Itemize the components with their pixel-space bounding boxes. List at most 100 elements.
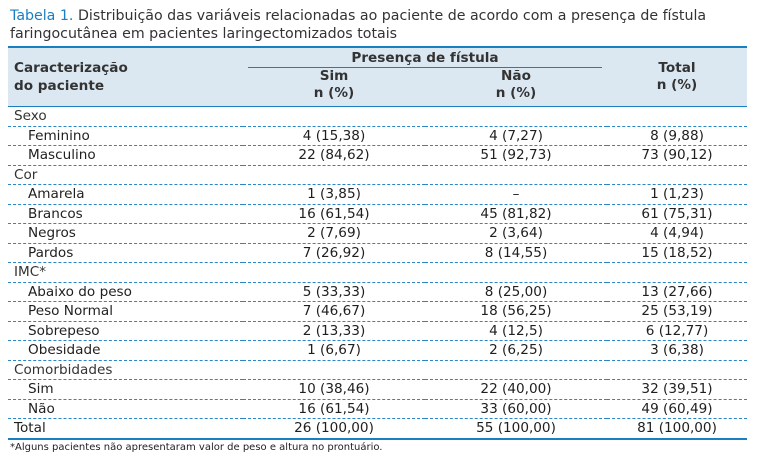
cell-nao: 18 (56,25) xyxy=(425,301,607,322)
row-label: Sexo xyxy=(8,106,243,127)
row-label: Sobrepeso xyxy=(8,321,243,341)
header-nao-line2: n (%) xyxy=(495,85,537,101)
header-total-line1: Total xyxy=(658,60,696,76)
cell-sim: 1 (3,85) xyxy=(243,184,425,205)
cell-sim: 16 (61,54) xyxy=(243,399,425,419)
caption-label: Tabela 1. xyxy=(10,8,74,24)
cell-sim: 7 (46,67) xyxy=(243,301,425,322)
row-label: Obesidade xyxy=(8,340,243,361)
cell-total xyxy=(607,360,747,380)
table-row: Feminino 4 (15,38) 4 (7,27) 8 (9,88) xyxy=(8,126,747,146)
table-row: Pardos 7 (26,92) 8 (14,55) 15 (18,52) xyxy=(8,243,747,263)
cell-nao: 33 (60,00) xyxy=(425,399,607,419)
cell-sim xyxy=(243,165,425,185)
cell-nao: 22 (40,00) xyxy=(425,379,607,400)
cell-total xyxy=(607,165,747,185)
header-group-fistula: Presença de fístula xyxy=(248,49,602,68)
cell-sim: 22 (84,62) xyxy=(243,145,425,166)
data-table: Caracterização do paciente Presença de f… xyxy=(8,46,747,440)
cell-total: 3 (6,38) xyxy=(607,340,747,361)
cell-sim: 16 (61,54) xyxy=(243,204,425,224)
cell-total xyxy=(607,262,747,283)
cell-total xyxy=(607,106,747,127)
cell-total: 81 (100,00) xyxy=(607,418,747,440)
table-row: Obesidade 1 (6,67) 2 (6,25) 3 (6,38) xyxy=(8,340,747,361)
cell-sim: 2 (13,33) xyxy=(243,321,425,341)
cell-sim xyxy=(243,360,425,380)
cell-total: 15 (18,52) xyxy=(607,243,747,263)
cell-total: 4 (4,94) xyxy=(607,223,747,244)
cell-sim: 10 (38,46) xyxy=(243,379,425,400)
cell-total: 73 (90,12) xyxy=(607,145,747,166)
row-label: Não xyxy=(8,399,243,419)
header-total-line2: n (%) xyxy=(656,77,698,93)
cell-total: 32 (39,51) xyxy=(607,379,747,400)
table-row: Brancos 16 (61,54) 45 (81,82) 61 (75,31) xyxy=(8,204,747,224)
row-label: Cor xyxy=(8,165,243,185)
cell-nao xyxy=(425,360,607,380)
row-label: Negros xyxy=(8,223,243,244)
table-row: Sobrepeso 2 (13,33) 4 (12,5) 6 (12,77) xyxy=(8,321,747,341)
row-label: Sim xyxy=(8,379,243,400)
category-row: Comorbidades xyxy=(8,360,747,380)
table-row: Abaixo do peso 5 (33,33) 8 (25,00) 13 (27,6… xyxy=(8,282,747,302)
header-col0-line2: do paciente xyxy=(14,78,105,94)
cell-nao: 4 (12,5) xyxy=(425,321,607,341)
cell-total: 61 (75,31) xyxy=(607,204,747,224)
table-row: Masculino 22 (84,62) 51 (92,73) 73 (90,12) xyxy=(8,145,747,166)
cell-nao: 8 (14,55) xyxy=(425,243,607,263)
table-row: Negros 2 (7,69) 2 (3,64) 4 (4,94) xyxy=(8,223,747,244)
cell-nao xyxy=(425,106,607,127)
cell-nao: 4 (7,27) xyxy=(425,126,607,146)
cell-nao xyxy=(425,165,607,185)
cell-total: 49 (60,49) xyxy=(607,399,747,419)
cell-total: 25 (53,19) xyxy=(607,301,747,322)
header-col0-line1: Caracterização xyxy=(14,60,128,76)
row-label: Comorbidades xyxy=(8,360,243,380)
cell-nao: 8 (25,00) xyxy=(425,282,607,302)
table-row: Amarela 1 (3,85) –1 (1,23) xyxy=(8,184,747,205)
cell-sim: 1 (6,67) xyxy=(243,340,425,361)
row-label: Feminino xyxy=(8,126,243,146)
cell-sim xyxy=(243,262,425,283)
cell-sim: 5 (33,33) xyxy=(243,282,425,302)
table-body: Sexo Feminino 4 (15,38) 4 (7,27) 8 (9,88) Mas… xyxy=(8,106,747,440)
row-label: Total xyxy=(8,418,243,440)
row-label: Peso Normal xyxy=(8,301,243,322)
cell-nao xyxy=(425,262,607,283)
cell-total: 13 (27,66) xyxy=(607,282,747,302)
row-label: Abaixo do peso xyxy=(8,282,243,302)
table-row: Sim 10 (38,46) 22 (40,00) 32 (39,51) xyxy=(8,379,747,400)
cell-nao: 55 (100,00) xyxy=(425,418,607,440)
table-header: Caracterização do paciente Presença de f… xyxy=(8,47,747,107)
table-row: Não 16 (61,54) 33 (60,00) 49 (60,49) xyxy=(8,399,747,419)
header-total: Total n (%) xyxy=(607,47,747,107)
cell-nao: 51 (92,73) xyxy=(425,145,607,166)
cell-nao: 45 (81,82) xyxy=(425,204,607,224)
cell-sim xyxy=(243,106,425,127)
header-sim: Sim n (%) xyxy=(243,68,425,107)
caption-text: Distribuição das variáveis relacionadas … xyxy=(10,8,707,42)
cell-nao: 2 (6,25) xyxy=(425,340,607,361)
total-row: Total 26 (100,00) 55 (100,00) 81 (100,00) xyxy=(8,418,747,440)
cell-total: 6 (12,77) xyxy=(607,321,747,341)
header-sim-line1: Sim xyxy=(319,68,349,84)
row-label: Pardos xyxy=(8,243,243,263)
header-sim-line2: n (%) xyxy=(313,85,355,101)
category-row: Cor xyxy=(8,165,747,185)
row-label: Brancos xyxy=(8,204,243,224)
cell-sim: 4 (15,38) xyxy=(243,126,425,146)
cell-sim: 26 (100,00) xyxy=(243,418,425,440)
header-characterization: Caracterização do paciente xyxy=(8,47,243,107)
table-caption: Tabela 1. Distribuição das variáveis rel… xyxy=(10,7,750,43)
row-label: Masculino xyxy=(8,145,243,166)
cell-sim: 7 (26,92) xyxy=(243,243,425,263)
table-row: Peso Normal 7 (46,67) 18 (56,25) 25 (53,19) xyxy=(8,301,747,322)
cell-total: 8 (9,88) xyxy=(607,126,747,146)
category-row: IMC* xyxy=(8,262,747,283)
cell-nao: 2 (3,64) xyxy=(425,223,607,244)
row-label: IMC* xyxy=(8,262,243,283)
header-nao: Não n (%) xyxy=(425,68,607,107)
cell-nao: – xyxy=(425,184,607,205)
table-footnote: *Alguns pacientes não apresentaram valor… xyxy=(10,442,383,453)
